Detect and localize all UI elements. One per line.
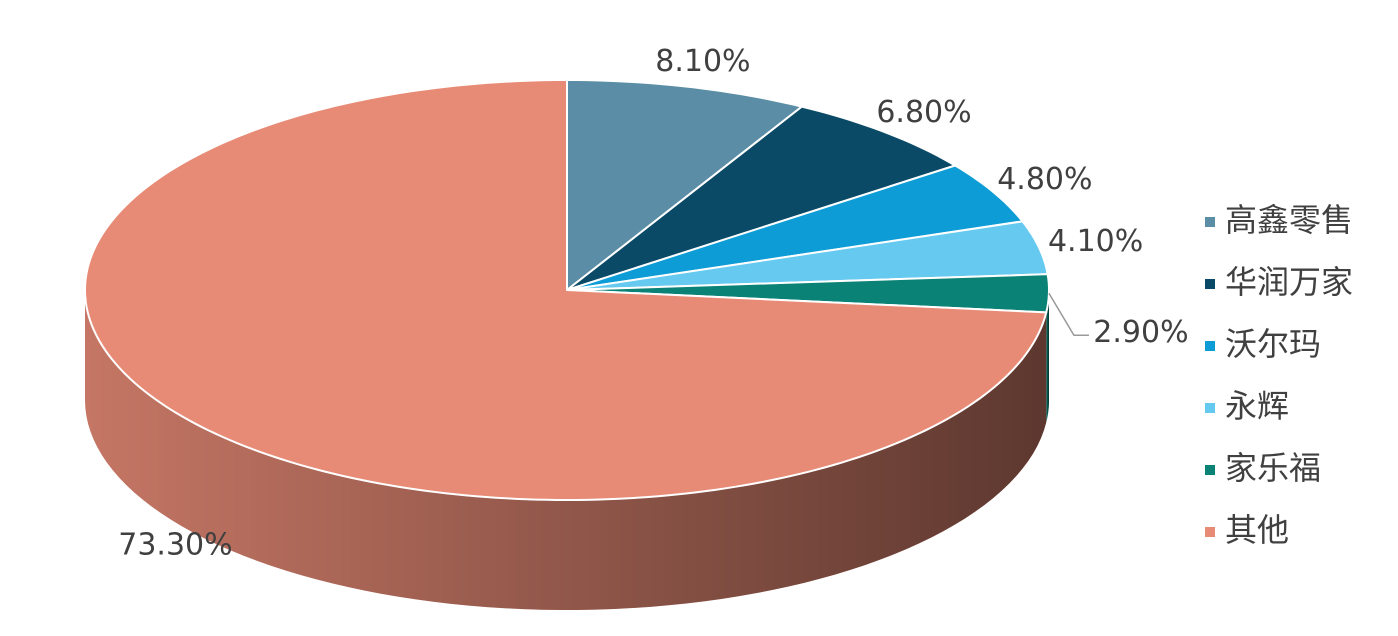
slice-side-shade xyxy=(1046,290,1049,423)
value-labels: 8.10% 6.80% 4.80% 4.10% 2.90% 73.30% xyxy=(118,44,1188,563)
legend-label: 华润万家 xyxy=(1225,263,1353,301)
value-label: 73.30% xyxy=(118,528,232,563)
slice xyxy=(566,220,1049,291)
legend-swatch xyxy=(1205,217,1215,227)
legend-swatch xyxy=(1205,341,1215,351)
value-label: 6.80% xyxy=(876,95,971,130)
legend-label: 其他 xyxy=(1225,511,1289,549)
value-label: 8.10% xyxy=(655,44,750,79)
legend-swatch xyxy=(1205,527,1215,537)
legend-swatch xyxy=(1205,403,1215,413)
legend-label: 永辉 xyxy=(1225,387,1289,425)
legend-label: 沃尔玛 xyxy=(1225,325,1321,363)
pie-sides xyxy=(85,290,1049,610)
slice xyxy=(83,78,1048,502)
value-label: 4.80% xyxy=(997,162,1092,197)
leader-line xyxy=(1048,292,1089,337)
value-label: 4.10% xyxy=(1048,224,1143,259)
slice xyxy=(566,105,958,291)
legend-swatch xyxy=(1205,465,1215,475)
legend-label: 高鑫零售 xyxy=(1225,201,1353,239)
slice xyxy=(566,78,805,293)
slice xyxy=(566,164,1025,291)
pie-tops xyxy=(83,78,1050,502)
value-label: 2.90% xyxy=(1093,315,1188,350)
legend-label: 家乐福 xyxy=(1225,449,1321,487)
slice xyxy=(566,273,1050,314)
legend-swatch xyxy=(1205,279,1215,289)
slice-side-shade xyxy=(85,290,1047,610)
